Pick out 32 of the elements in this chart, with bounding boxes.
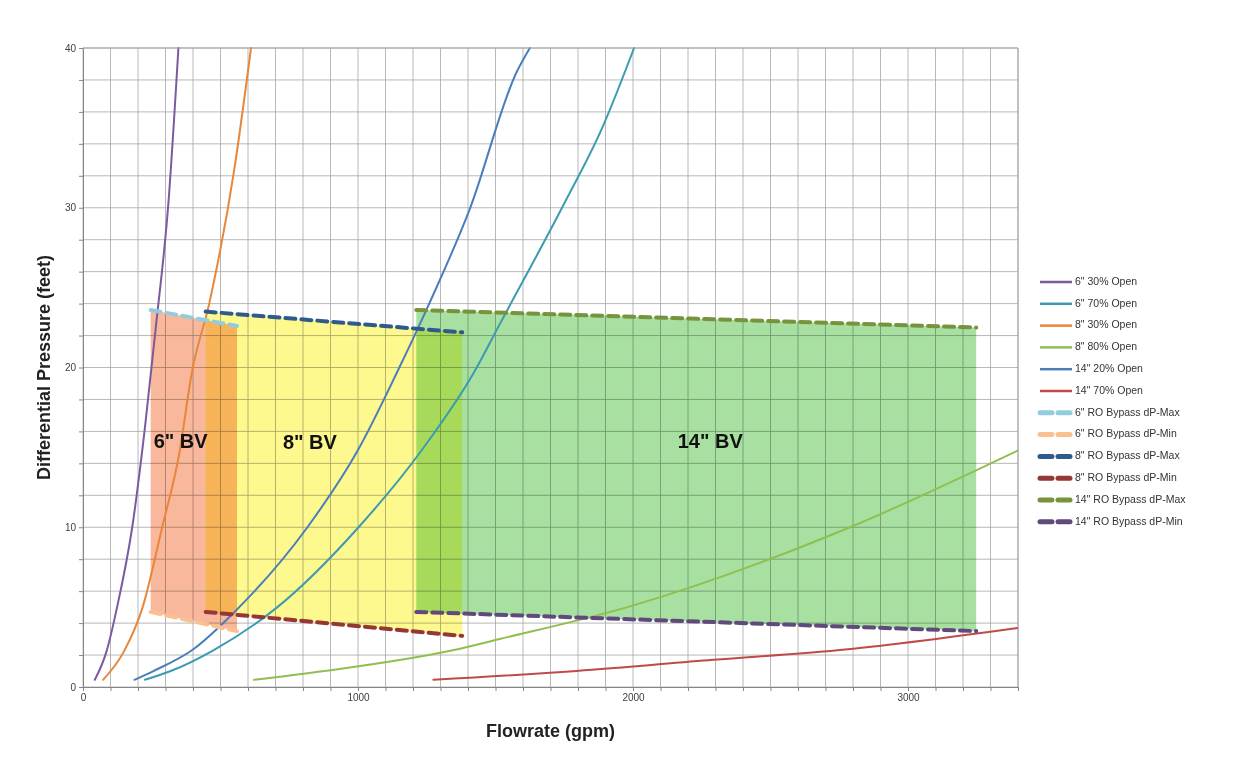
x-tick-label: 2000: [622, 692, 646, 704]
x-tick-label: 1000: [347, 692, 371, 704]
legend-label: 14" 20% Open: [1075, 361, 1144, 374]
legend-label: 8" RO Bypass dP-Max: [1075, 449, 1181, 462]
x-axis-title: Flowrate (gpm): [486, 721, 615, 741]
y-tick-label: 0: [70, 681, 77, 693]
line-series: [133, 47, 531, 681]
line-series: [93, 47, 180, 681]
line-series: [253, 449, 1019, 681]
y-tick-label: 30: [64, 202, 77, 214]
line-series: [143, 47, 636, 681]
line-series: [102, 47, 253, 681]
legend-label: 14" 70% Open: [1075, 383, 1144, 396]
y-axis-title: Differential Pressure (feet): [34, 254, 54, 481]
line-series: [432, 626, 1019, 681]
legend-label: 6" 30% Open: [1075, 274, 1138, 287]
legend-label: 14" RO Bypass dP-Max: [1075, 492, 1187, 505]
legend-label: 6" RO Bypass dP-Max: [1075, 405, 1181, 418]
y-tick-label: 40: [64, 42, 77, 54]
legend-label: 8" RO Bypass dP-Min: [1075, 470, 1177, 483]
band-label: 8" BV: [282, 431, 338, 454]
legend-label: 6" 70% Open: [1075, 296, 1138, 309]
x-tick-label: 3000: [897, 692, 921, 704]
legend-label: 8" 30% Open: [1075, 318, 1138, 331]
legend-label: 14" RO Bypass dP-Min: [1075, 514, 1183, 527]
legend-label: 8" 80% Open: [1075, 340, 1138, 353]
band-label: 6" BV: [153, 430, 209, 453]
legend-label: 6" RO Bypass dP-Min: [1075, 427, 1177, 440]
y-tick-label: 10: [64, 521, 77, 533]
y-tick-label: 20: [64, 362, 77, 374]
x-tick-label: 0: [80, 692, 87, 704]
band-label: 14" BV: [677, 430, 744, 453]
